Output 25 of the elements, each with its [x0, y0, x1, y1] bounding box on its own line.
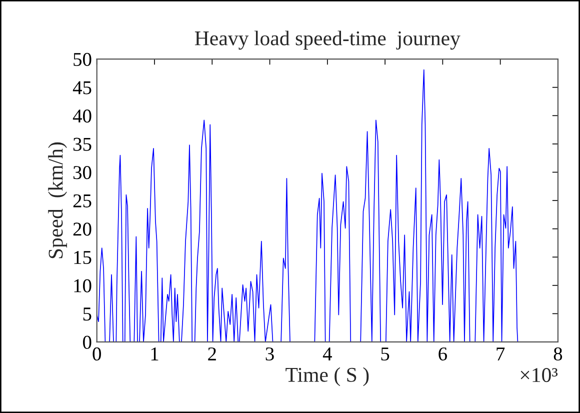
x-tick-label: 7	[496, 348, 505, 360]
chart-title: Heavy load speed-time journey	[194, 30, 460, 50]
y-tick-label: 35	[73, 138, 92, 151]
x-axis-title: Time ( S )	[286, 367, 369, 386]
x-tick-label: 3	[266, 347, 274, 361]
y-tick-label: 5	[83, 308, 92, 321]
y-tick-label: 40	[72, 109, 92, 123]
y-tick-label: 45	[72, 81, 92, 94]
x-tick-label: 2	[208, 347, 216, 360]
x-tick-label: 1	[151, 347, 158, 360]
y-tick-label: 15	[74, 251, 92, 264]
y-tick-label: 30	[73, 166, 92, 180]
x-tick-label: 4	[322, 348, 332, 360]
y-tick-label: 50	[74, 52, 92, 66]
y-tick-label: 10	[74, 279, 92, 292]
x-tick-label: 8	[554, 347, 562, 361]
y-tick-label: 20	[73, 222, 92, 236]
text: ×10³	[520, 368, 558, 382]
line-series	[96, 69, 518, 342]
x-tick-label: 0	[92, 347, 101, 361]
x-tick-label: 5	[381, 348, 390, 361]
y-axis-title: Speed (km/h)	[48, 142, 67, 258]
x-tick-label: 6	[438, 347, 447, 361]
y-tick-label: 0	[83, 336, 92, 349]
y-tick-label: 25	[73, 194, 92, 208]
